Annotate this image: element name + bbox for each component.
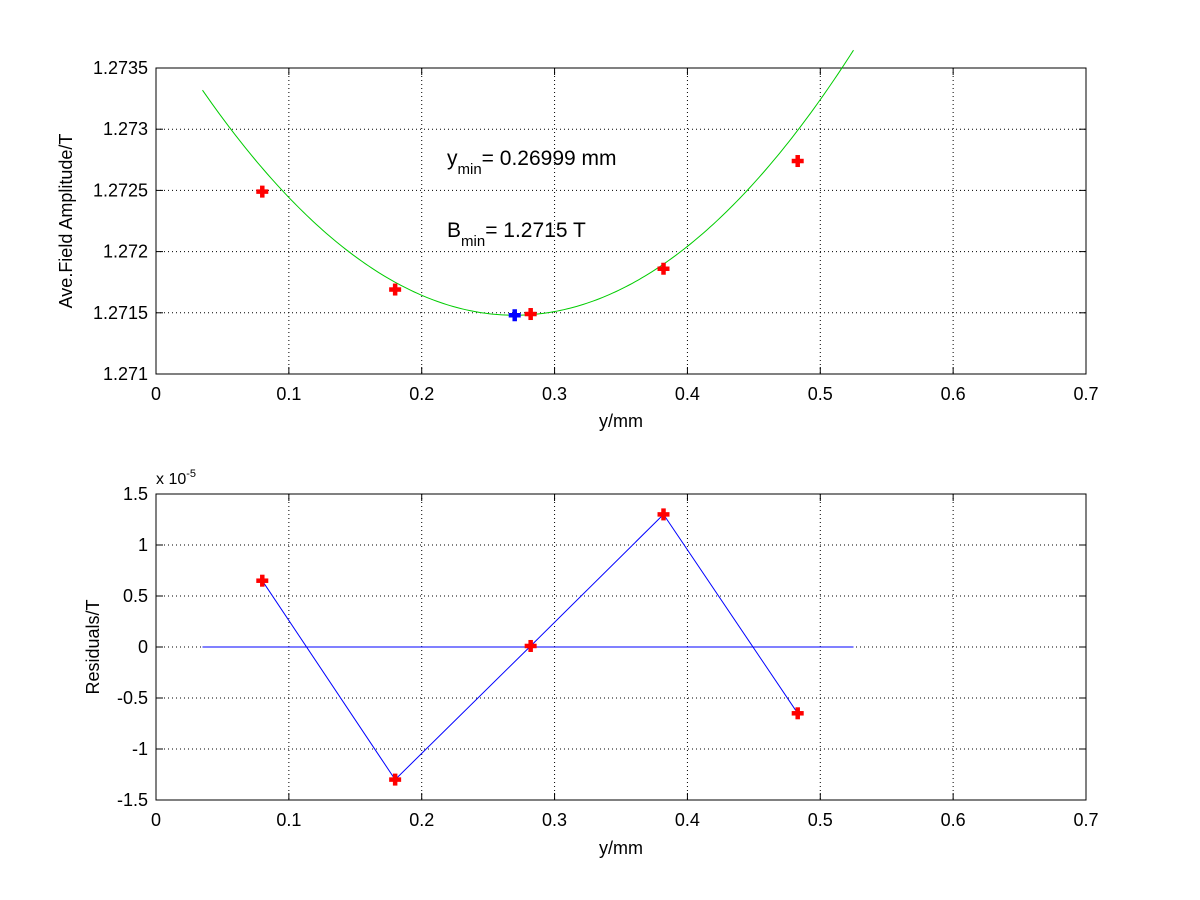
residuals-plot-ytick-label: -0.5 [117,688,148,708]
measured-point [256,185,269,198]
fit-plot-xtick-label: 0.5 [808,384,833,404]
residuals-plot-data [202,508,854,786]
residuals-plot-ytick-label: 0 [138,637,148,657]
fit-plot-xlabel: y/mm [599,411,643,431]
residuals-plot-ytick-label: -1.5 [117,790,148,810]
fit-plot-xtick-label: 0.7 [1073,384,1098,404]
fit-plot-ylabel: Ave.Field Amplitude/T [56,134,76,309]
fit-plot-grid [156,68,1086,374]
residuals-plot: 0 0.1 0.2 0.3 0.4 0.5 0.6 0.7 -1.5 -1 -0.5 0 0.5 1 1.5… [83,468,1099,858]
residuals-plot-xtick-label: 0.5 [808,810,833,830]
residual-point [389,773,402,786]
fit-plot: 0 0.1 0.2 0.3 0.4 0.5 0.6 0.7 1.271 1.2715 1.272 1.… [56,49,1099,431]
residuals-plot-ytick-label: -1 [132,739,148,759]
fit-plot-xtick-label: 0.1 [276,384,301,404]
residual-point [657,508,670,521]
bmin-value: = 1.2715 T [485,219,586,242]
residuals-plot-xtick-label: 0.7 [1073,810,1098,830]
residuals-plot-xtick-label: 0 [151,810,161,830]
measured-point [389,283,402,296]
measured-point [657,262,670,275]
fit-plot-data [202,49,854,322]
bmin-symbol: B [447,219,461,242]
fit-plot-frame [155,67,1087,375]
fit-plot-ytick-label: 1.2735 [93,58,148,78]
residuals-plot-ytick-label: 1.5 [123,484,148,504]
residual-point [256,574,269,587]
residuals-plot-ytick-label: 1 [138,535,148,555]
exponent-base: x 10 [156,471,186,488]
exponent-power: -5 [186,468,196,480]
minimum-point [508,309,521,322]
residuals-plot-xlabel: y/mm [599,838,643,858]
measured-point [791,155,804,168]
bmin-annotation: Bmin= 1.2715 T [447,219,586,250]
fit-plot-ytick-label: 1.2715 [93,303,148,323]
ymin-symbol: y [447,147,458,170]
ymin-subscript: min [458,161,482,178]
fit-plot-xtick-label: 0.2 [409,384,434,404]
fit-plot-ytick-label: 1.272 [103,242,148,262]
fit-plot-xtick-label: 0.4 [675,384,700,404]
fit-plot-xtick-label: 0.6 [941,384,966,404]
residuals-exponent: x 10-5 [156,468,196,488]
residual-point [791,707,804,720]
residuals-plot-xtick-label: 0.3 [542,810,567,830]
residuals-plot-xtick-label: 0.6 [941,810,966,830]
fit-plot-ytick-label: 1.271 [103,364,148,384]
measured-point [524,308,537,321]
residual-point [524,639,537,652]
residuals-plot-ticks: 0 0.1 0.2 0.3 0.4 0.5 0.6 0.7 -1.5 -1 -0.5 0 0.5 1 1.5 [117,484,1099,830]
ymin-value: = 0.26999 mm [482,147,617,170]
fit-plot-ytick-label: 1.2725 [93,180,148,200]
residuals-plot-xtick-label: 0.1 [276,810,301,830]
bmin-subscript: min [461,233,485,250]
fit-plot-xtick-label: 0.3 [542,384,567,404]
residuals-plot-ylabel: Residuals/T [83,599,103,694]
residuals-plot-xtick-label: 0.2 [409,810,434,830]
fit-plot-ticks: 0 0.1 0.2 0.3 0.4 0.5 0.6 0.7 1.271 1.2715 1.272 1.… [93,58,1099,404]
fit-plot-xtick-label: 0 [151,384,161,404]
residuals-plot-xtick-label: 0.4 [675,810,700,830]
fit-plot-ytick-label: 1.273 [103,119,148,139]
residuals-plot-ytick-label: 0.5 [123,586,148,606]
ymin-annotation: ymin= 0.26999 mm [447,147,617,178]
